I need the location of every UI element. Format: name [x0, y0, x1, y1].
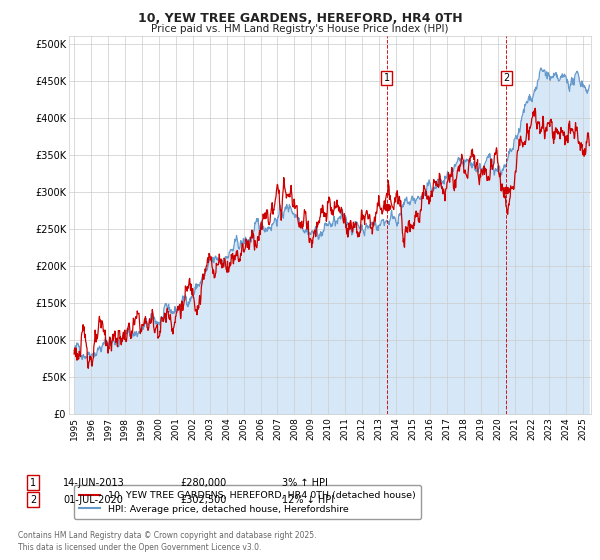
- Text: Price paid vs. HM Land Registry's House Price Index (HPI): Price paid vs. HM Land Registry's House …: [151, 24, 449, 34]
- Legend: 10, YEW TREE GARDENS, HEREFORD, HR4 0TH (detached house), HPI: Average price, de: 10, YEW TREE GARDENS, HEREFORD, HR4 0TH …: [74, 486, 421, 519]
- Text: 14-JUN-2013: 14-JUN-2013: [63, 478, 125, 488]
- Text: Contains HM Land Registry data © Crown copyright and database right 2025.
This d: Contains HM Land Registry data © Crown c…: [18, 531, 317, 552]
- Text: 2: 2: [503, 73, 509, 83]
- Text: 1: 1: [384, 73, 390, 83]
- Text: 1: 1: [30, 478, 36, 488]
- Text: 3% ↑ HPI: 3% ↑ HPI: [282, 478, 328, 488]
- Text: 10, YEW TREE GARDENS, HEREFORD, HR4 0TH: 10, YEW TREE GARDENS, HEREFORD, HR4 0TH: [137, 12, 463, 25]
- Text: £280,000: £280,000: [180, 478, 226, 488]
- Text: 2: 2: [30, 494, 36, 505]
- Text: 12% ↓ HPI: 12% ↓ HPI: [282, 494, 334, 505]
- Text: £302,500: £302,500: [180, 494, 226, 505]
- Text: 01-JUL-2020: 01-JUL-2020: [63, 494, 123, 505]
